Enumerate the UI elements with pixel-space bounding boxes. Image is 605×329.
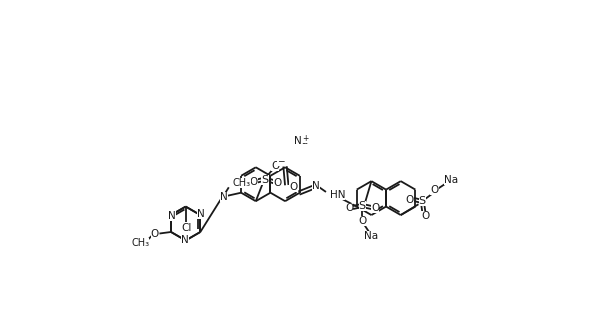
Text: O: O	[249, 177, 258, 187]
Text: −: −	[276, 157, 284, 165]
Text: HN: HN	[330, 190, 345, 200]
Text: CH₃: CH₃	[233, 178, 250, 188]
Text: N: N	[197, 209, 205, 219]
Text: O: O	[151, 229, 159, 239]
Text: O: O	[371, 203, 379, 213]
Text: CH₃: CH₃	[131, 238, 149, 248]
Text: Na: Na	[294, 136, 309, 146]
Text: Cl: Cl	[182, 223, 192, 233]
Text: S: S	[359, 201, 365, 211]
Text: Na: Na	[443, 175, 458, 185]
Text: S: S	[419, 196, 426, 206]
Text: O: O	[431, 186, 439, 195]
Text: O: O	[273, 178, 281, 188]
Text: O: O	[289, 182, 298, 191]
Text: N: N	[312, 181, 320, 191]
Text: +: +	[302, 134, 308, 142]
Text: N: N	[181, 235, 189, 245]
Text: O: O	[358, 216, 366, 226]
Text: O: O	[271, 161, 279, 171]
Text: O: O	[421, 211, 430, 221]
Text: O: O	[406, 195, 414, 205]
Text: Na: Na	[364, 231, 379, 241]
Text: O: O	[345, 203, 353, 213]
Text: N: N	[220, 191, 228, 202]
Text: S: S	[261, 175, 269, 185]
Text: N: N	[168, 211, 175, 221]
